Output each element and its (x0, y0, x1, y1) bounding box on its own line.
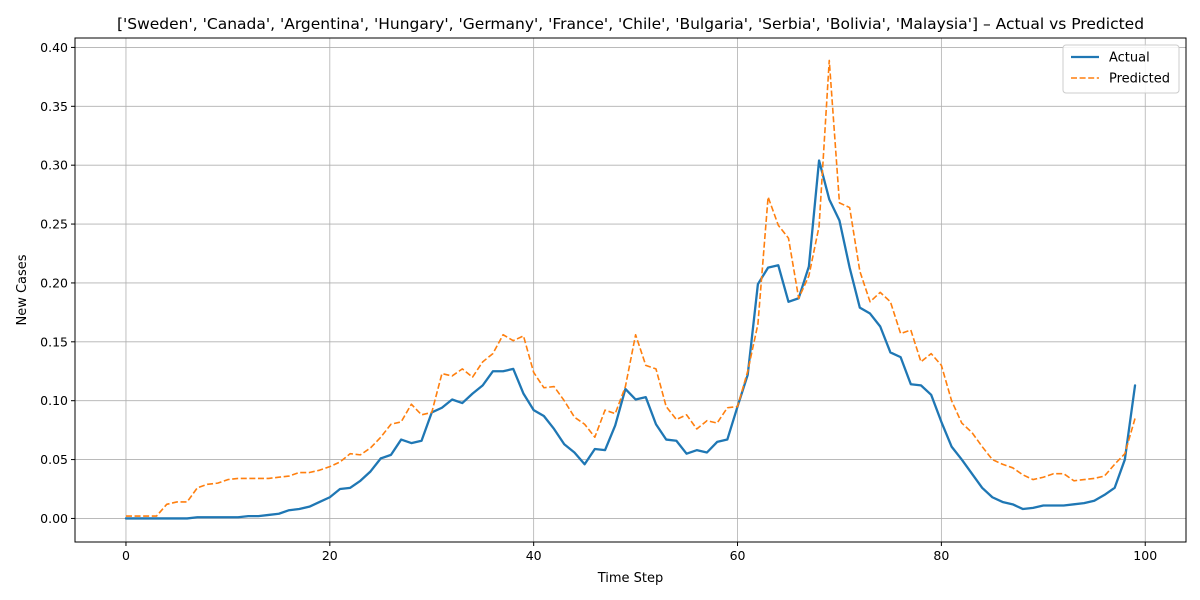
x-tick-label: 40 (526, 548, 542, 563)
y-tick-label: 0.35 (40, 99, 68, 114)
legend-label-actual: Actual (1109, 51, 1150, 66)
legend-label-predicted: Predicted (1109, 72, 1170, 87)
y-tick-label: 0.40 (40, 40, 68, 55)
y-tick-label: 0.20 (40, 275, 68, 290)
axis-ticks: 0 20 40 60 80 100 0.00 0.05 0.10 0.15 0.20 0.25 0.30… (40, 40, 1157, 563)
x-tick-label: 0 (122, 548, 130, 563)
y-tick-label: 0.10 (40, 393, 68, 408)
series-line-actual (124, 159, 1137, 520)
grid-lines (75, 38, 1186, 542)
chart-title: ['Sweden', 'Canada', 'Argentina', 'Hunga… (117, 15, 1144, 33)
series-layer (124, 59, 1137, 520)
x-tick-label: 80 (933, 548, 949, 563)
y-tick-label: 0.00 (40, 511, 68, 526)
legend: Actual Predicted (1062, 44, 1180, 94)
x-tick-label: 60 (730, 548, 746, 563)
y-tick-label: 0.15 (40, 334, 68, 349)
series-line-predicted (125, 59, 1136, 517)
y-tick-label: 0.30 (40, 158, 68, 173)
y-tick-label: 0.25 (40, 217, 68, 232)
y-tick-label: 0.05 (40, 452, 68, 467)
y-axis-label: New Cases (15, 254, 30, 325)
x-axis-label: Time Step (597, 571, 664, 586)
plot-frame (74, 37, 1187, 543)
x-tick-label: 20 (322, 548, 338, 563)
x-tick-label: 100 (1133, 548, 1157, 563)
